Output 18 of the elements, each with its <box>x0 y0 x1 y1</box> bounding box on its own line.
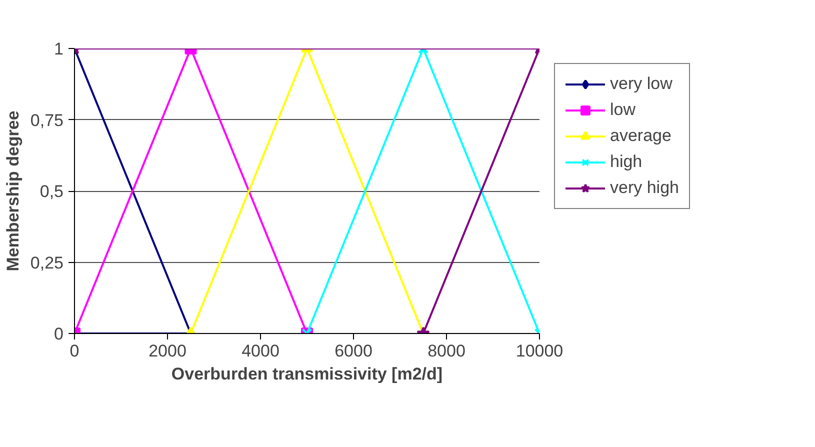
legend-label: low <box>610 100 636 120</box>
x-tick-label: 8000 <box>428 342 466 360</box>
y-axis-title: Membership degree <box>3 110 22 272</box>
legend-label: average <box>610 126 672 146</box>
y-tick-label: 0 <box>54 324 64 344</box>
legend-label: very high <box>610 178 679 198</box>
legend-label: high <box>610 152 642 172</box>
x-tick-label: 4000 <box>242 342 280 360</box>
x-tick-label: 2000 <box>148 342 186 360</box>
legend-label: very low <box>610 74 672 94</box>
y-tick-label: 0,25 <box>30 253 64 272</box>
x-axis-title: Overburden transmissivity [m2/d] <box>171 364 443 384</box>
y-tick-label: 0,75 <box>30 110 64 130</box>
x-tick-label: 6000 <box>334 342 372 360</box>
x-tick-label: 0 <box>70 342 80 360</box>
y-tick-label: 0,5 <box>40 182 64 201</box>
y-tick-label: 1 <box>54 40 64 58</box>
x-tick-label: 10000 <box>516 342 564 360</box>
